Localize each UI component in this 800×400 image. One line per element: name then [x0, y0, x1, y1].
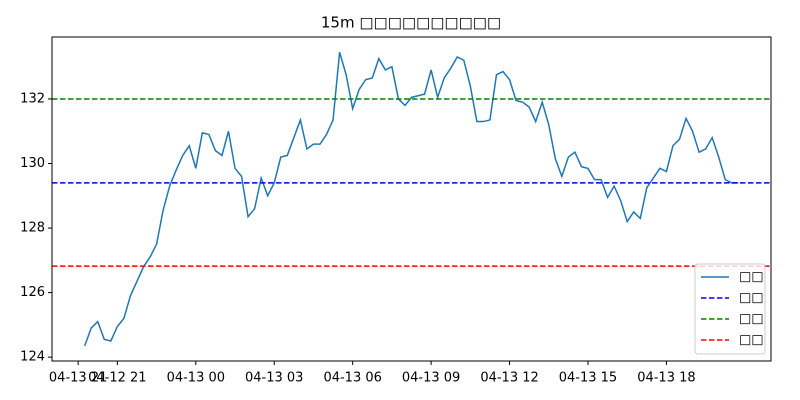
chart-title: 15m □□□□□□□□□□	[321, 14, 501, 32]
legend-box	[694, 263, 766, 355]
legend-label: □□	[739, 312, 764, 327]
line	[83, 51, 739, 347]
x-tick-label: 04-13 06	[323, 371, 381, 386]
plot-frame	[51, 36, 772, 362]
x-tick-label: 04-13 18	[637, 371, 695, 386]
x-tick-label: 04-13 12	[480, 371, 538, 386]
x-tick-label: 04-12 21	[88, 371, 146, 386]
y-tick-label: 124	[20, 350, 45, 365]
legend-label: □□	[739, 291, 764, 306]
x-tick-label: 04-13 03	[245, 371, 303, 386]
legend-label: □□	[739, 270, 764, 285]
y-tick-label: 126	[20, 285, 45, 300]
y-tick-label: 128	[20, 221, 45, 236]
legend-label: □□	[739, 333, 764, 348]
x-tick-label: 04-13 00	[167, 371, 225, 386]
y-tick-label: 132	[20, 91, 45, 106]
y-tick-label: 130	[20, 156, 45, 171]
x-tick-label: 04-13 15	[559, 371, 617, 386]
x-tick-label: 04-13 21	[49, 371, 107, 386]
x-tick-label: 04-13 09	[402, 371, 460, 386]
